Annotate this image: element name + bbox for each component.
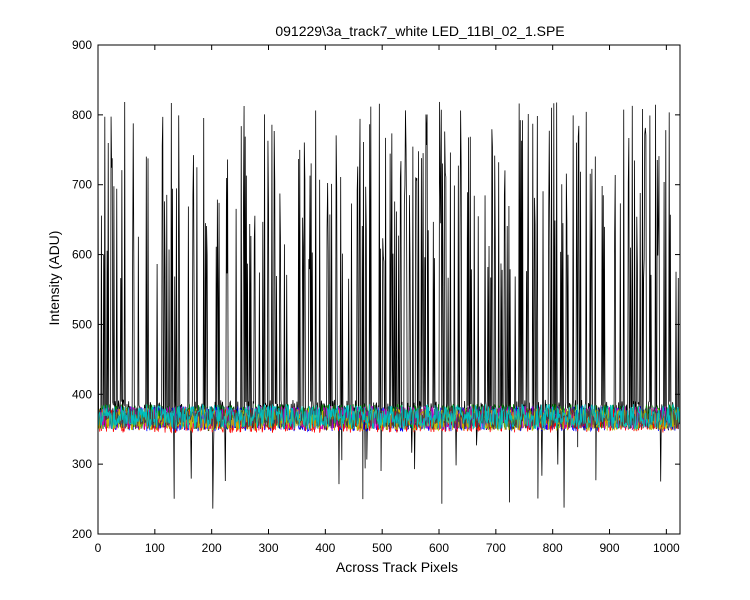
x-tick-label: 500 [372, 541, 392, 555]
y-tick-label: 200 [72, 527, 92, 541]
series-layer [97, 101, 681, 509]
axes-frame [97, 44, 681, 535]
x-tick-label: 0 [95, 541, 102, 555]
x-tick-label: 800 [543, 541, 563, 555]
y-tick-label: 900 [72, 38, 92, 52]
y-tick-label: 400 [72, 387, 92, 401]
x-tick-label: 900 [600, 541, 620, 555]
series-line-7 [97, 403, 681, 431]
x-tick-label: 600 [429, 541, 449, 555]
y-tick-label: 600 [72, 248, 92, 262]
chart-title: 091229\3a_track7_white LED_11Bl_02_1.SPE [275, 23, 564, 39]
x-tick-label: 300 [258, 541, 278, 555]
x-tick-label: 400 [315, 541, 335, 555]
y-tick-label: 500 [72, 317, 92, 331]
x-axis: 0 100 200 300 400 500 600 700 800 900 1000 [95, 45, 680, 555]
x-tick-label: 700 [486, 541, 506, 555]
plot-background [98, 45, 680, 534]
x-tick-label: 100 [145, 541, 165, 555]
x-tick-label: 200 [202, 541, 222, 555]
y-tick-label: 800 [72, 108, 92, 122]
y-tick-label: 700 [72, 178, 92, 192]
y-axis: 200 300 400 500 600 700 800 900 [72, 38, 680, 541]
plot-area: 0 100 200 300 400 500 600 700 800 900 1000 200 300 4… [72, 38, 681, 555]
y-tick-label: 300 [72, 457, 92, 471]
x-tick-label: 1000 [653, 541, 680, 555]
x-axis-label: Across Track Pixels [336, 559, 458, 575]
y-axis-label: Intensity (ADU) [46, 231, 62, 326]
